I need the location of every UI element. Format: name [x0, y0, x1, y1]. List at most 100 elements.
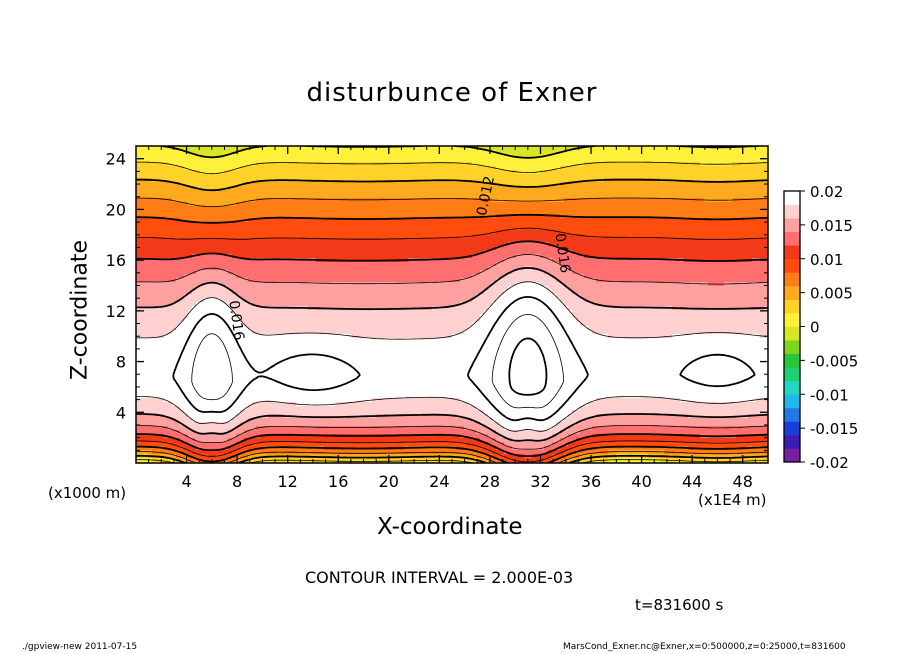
contour-cell [188, 218, 193, 223]
contour-cell [236, 194, 241, 199]
contour-cell [736, 174, 741, 179]
contour-cell [368, 230, 373, 235]
contour-cell [336, 234, 341, 239]
contour-cell [600, 254, 605, 259]
contour-cell [140, 154, 145, 159]
contour-cell [308, 222, 313, 227]
contour-cell [268, 166, 273, 171]
contour-cell [452, 222, 457, 227]
contour-cell [276, 218, 281, 223]
contour-cell [604, 162, 609, 167]
contour-cell [648, 158, 653, 163]
contour-cell [484, 226, 489, 231]
contour-cell [348, 158, 353, 163]
contour-cell [696, 218, 701, 223]
contour-cell [296, 238, 301, 243]
contour-cell [756, 234, 761, 239]
contour-cell [164, 234, 169, 239]
contour-cell [524, 234, 529, 239]
contour-cell [580, 190, 585, 195]
contour-cell [232, 146, 237, 151]
contour-cell [504, 254, 509, 259]
contour-cell [368, 270, 373, 275]
contour-cell [564, 166, 569, 171]
contour-cell [224, 202, 229, 207]
contour-cell [428, 198, 433, 203]
contour-cell [504, 182, 509, 187]
contour-cell [576, 150, 581, 155]
contour-cell [152, 214, 157, 219]
contour-cell [576, 206, 581, 211]
contour-cell [712, 242, 717, 247]
contour-cell [472, 194, 477, 199]
contour-cell [204, 198, 209, 203]
contour-cell [292, 198, 297, 203]
contour-cell [472, 186, 477, 191]
contour-cell [364, 154, 369, 159]
contour-cell [516, 166, 521, 171]
contour-cell [452, 246, 457, 251]
contour-cell [596, 146, 601, 151]
contour-cell [728, 262, 733, 267]
contour-cell [144, 266, 149, 271]
contour-cell [256, 242, 261, 247]
contour-cell [204, 194, 209, 199]
contour-cell [512, 162, 517, 167]
contour-cell [168, 258, 173, 263]
contour-cell [236, 230, 241, 235]
contour-cell [648, 242, 653, 247]
contour-cell [192, 178, 197, 183]
contour-cell [292, 146, 297, 151]
contour-cell [320, 162, 325, 167]
contour-cell [676, 242, 681, 247]
contour-cell [544, 258, 549, 263]
contour-cell [376, 146, 381, 151]
contour-cell [240, 198, 245, 203]
contour-cell [540, 242, 545, 247]
contour-cell [432, 246, 437, 251]
contour-cell [600, 198, 605, 203]
contour-cell [712, 222, 717, 227]
contour-cell [264, 234, 269, 239]
contour-cell [692, 182, 697, 187]
contour-cell [648, 150, 653, 155]
contour-cell [408, 254, 413, 259]
contour-cell [728, 178, 733, 183]
contour-cell [136, 242, 141, 247]
contour-cell [728, 186, 733, 191]
contour-cell [564, 222, 569, 227]
contour-cell [656, 258, 661, 263]
contour-cell [300, 230, 305, 235]
contour-cell [688, 262, 693, 267]
contour-cell [732, 146, 737, 151]
contour-cell [412, 210, 417, 215]
contour-cell [580, 266, 585, 271]
contour-cell [312, 270, 317, 275]
contour-cell [380, 238, 385, 243]
contour-cell [252, 186, 257, 191]
contour-cell [712, 166, 717, 171]
contour-cell [344, 154, 349, 159]
contour-cell [524, 182, 529, 187]
contour-cell [584, 230, 589, 235]
contour-cell [160, 150, 165, 155]
contour-cell [256, 238, 261, 243]
contour-cell [344, 190, 349, 195]
contour-cell [504, 262, 509, 267]
contour-cell [488, 166, 493, 171]
contour-cell [692, 210, 697, 215]
contour-cell [544, 182, 549, 187]
contour-cell [316, 238, 321, 243]
contour-cell [728, 254, 733, 259]
contour-cell [200, 202, 205, 207]
contour-cell [536, 182, 541, 187]
contour-cell [616, 154, 621, 159]
contour-cell [328, 226, 333, 231]
contour-cell [208, 198, 213, 203]
contour-cell [168, 234, 173, 239]
contour-cell [472, 254, 477, 259]
contour-cell [148, 162, 153, 167]
contour-cell [348, 190, 353, 195]
contour-cell [700, 242, 705, 247]
contour-cell [244, 206, 249, 211]
